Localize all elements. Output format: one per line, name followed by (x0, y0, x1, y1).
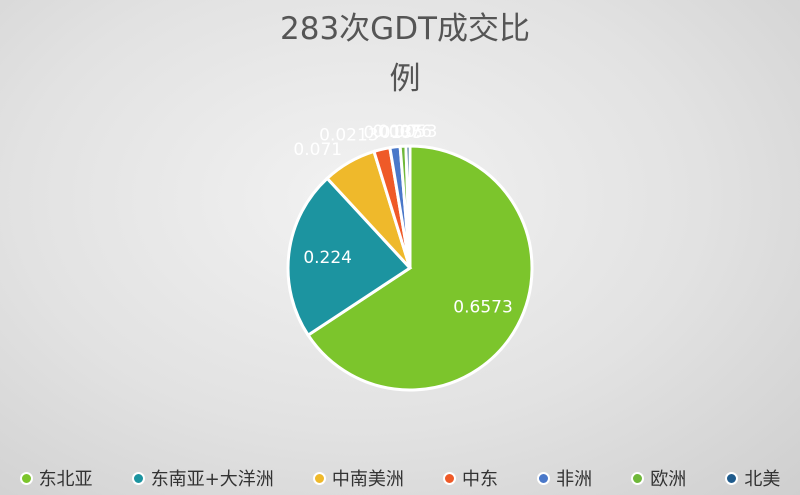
legend-label: 东南亚+大洋洲 (150, 469, 274, 490)
legend-item[interactable]: 中东 (443, 465, 498, 491)
data-label: 0.071 (293, 140, 342, 160)
data-label: 0.224 (303, 248, 352, 268)
data-label: 0.0076 (372, 122, 431, 142)
legend: 东北亚 东南亚+大洋洲 中南美洲 中东 非洲 欧洲 北美 (0, 461, 800, 495)
chart-title: 283次GDT成交比例 (280, 11, 530, 97)
legend-item[interactable]: 北美 (725, 465, 780, 491)
legend-label: 中东 (462, 469, 499, 490)
legend-item[interactable]: 非洲 (537, 465, 592, 491)
legend-label: 北美 (744, 469, 781, 490)
legend-marker (19, 471, 33, 485)
data-label: 0.0213 (319, 126, 378, 146)
legend-label: 欧洲 (650, 469, 687, 490)
legend-marker (537, 471, 551, 485)
data-label: 0.0135 (364, 123, 423, 143)
legend-marker (131, 471, 145, 485)
legend-item[interactable]: 东南亚+大洋洲 (131, 465, 274, 491)
data-label: 0.0053 (378, 122, 437, 142)
pie-slice (306, 144, 534, 392)
legend-marker (443, 471, 457, 485)
legend-marker (312, 471, 326, 485)
legend-marker (725, 471, 739, 485)
legend-item[interactable]: 东北亚 (19, 465, 93, 491)
legend-label: 中南美洲 (331, 469, 404, 490)
legend-item[interactable]: 欧洲 (631, 465, 686, 491)
data-label: 0.6573 (453, 297, 512, 317)
legend-marker (631, 471, 645, 485)
pie-slice (286, 176, 413, 338)
legend-label: 东北亚 (38, 469, 93, 490)
legend-item[interactable]: 中南美洲 (312, 465, 404, 491)
legend-label: 非洲 (556, 469, 593, 490)
pie-slice (404, 144, 412, 269)
